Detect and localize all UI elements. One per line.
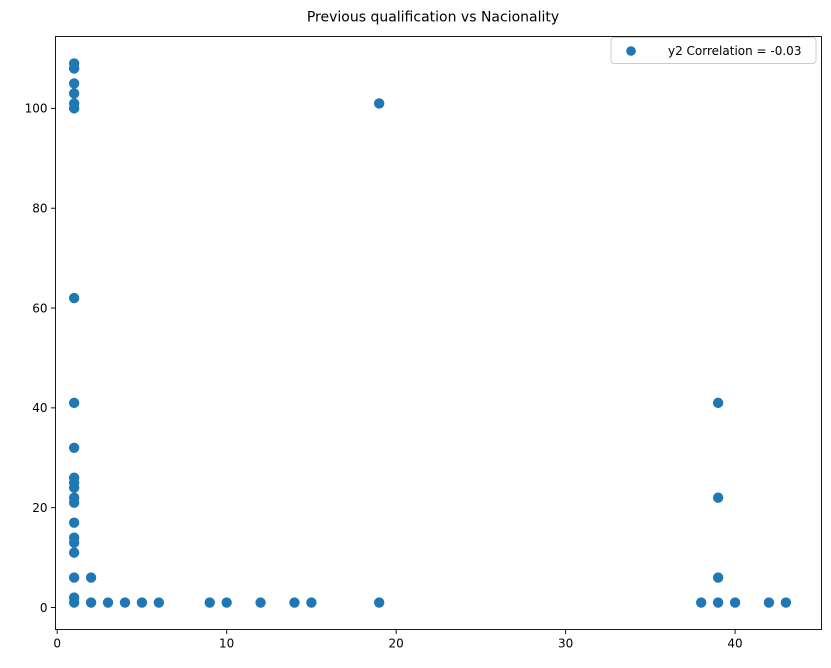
x-tick-label: 40 [727, 637, 742, 651]
data-point [255, 597, 266, 608]
data-point [68, 98, 80, 109]
x-tick-label: 0 [53, 637, 61, 651]
data-point [68, 592, 80, 603]
data-point [102, 597, 114, 608]
x-axis-ticks: 0 10 20 30 40 [53, 629, 743, 651]
data-point [153, 597, 165, 608]
data-point [712, 572, 724, 583]
legend-label: y2 Correlation = -0.03 [668, 44, 801, 58]
data-point [68, 292, 80, 304]
data-point [373, 98, 385, 109]
data-point [68, 78, 80, 89]
data-point [68, 472, 80, 483]
data-point [780, 597, 792, 608]
data-point [85, 597, 97, 608]
x-tick-label: 10 [219, 637, 234, 651]
legend-marker [626, 46, 636, 56]
data-point [712, 492, 724, 503]
data-point [68, 58, 80, 69]
data-point [712, 397, 724, 409]
data-point [204, 597, 215, 608]
data-point [68, 492, 80, 503]
data-point [695, 597, 707, 608]
data-point [68, 532, 80, 543]
y-tick-label: 20 [32, 501, 47, 515]
legend: y2 Correlation = -0.03 [610, 37, 817, 64]
data-points [68, 58, 792, 608]
y-axis-ticks: 0 20 40 60 80 100 [25, 102, 56, 615]
data-point [68, 547, 80, 558]
data-point [763, 597, 775, 608]
axes [55, 36, 822, 630]
data-point [68, 517, 80, 528]
data-point [306, 597, 317, 608]
y-tick-label: 100 [25, 102, 48, 116]
plot-frame [55, 36, 822, 630]
data-point [289, 597, 300, 608]
data-point [221, 597, 232, 608]
y-tick-label: 60 [32, 301, 47, 315]
data-point [136, 597, 148, 608]
y-tick-label: 40 [32, 401, 47, 415]
data-point [712, 597, 724, 608]
legend-box [610, 37, 817, 64]
y-tick-label: 0 [40, 601, 48, 615]
x-tick-label: 20 [388, 637, 403, 651]
data-point [373, 597, 385, 608]
chart-title: Previous qualification vs Nacionality [307, 10, 559, 26]
data-point [68, 397, 80, 409]
y-tick-label: 80 [32, 202, 47, 216]
data-point [119, 597, 131, 608]
data-point [68, 572, 80, 583]
data-point [68, 88, 80, 99]
x-tick-label: 30 [558, 637, 573, 651]
data-point [68, 442, 80, 454]
data-point [729, 597, 741, 608]
data-point [85, 572, 97, 583]
